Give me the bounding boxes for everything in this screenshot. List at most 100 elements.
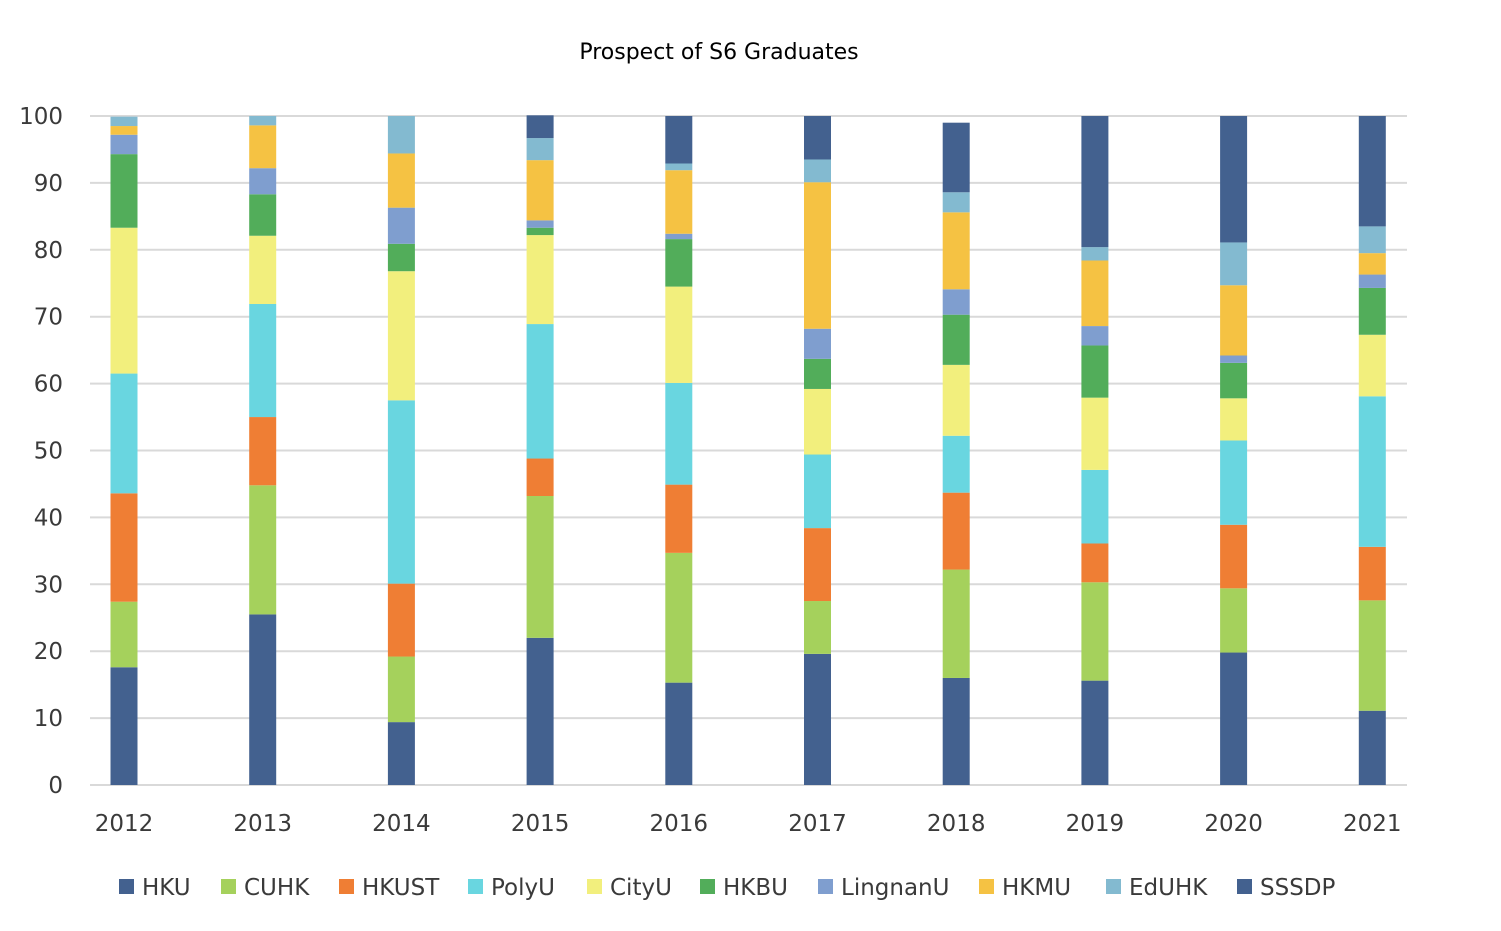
bar-segment-cityu-2014 bbox=[387, 271, 415, 401]
legend-label-cuhk: CUHK bbox=[244, 875, 310, 901]
bar-segment-lingnanu-2013 bbox=[249, 168, 277, 195]
bar-segment-hku-2018 bbox=[942, 677, 970, 785]
bar-segment-cuhk-2019 bbox=[1081, 582, 1109, 681]
legend-swatch-lingnanu bbox=[818, 879, 833, 894]
bar-segment-sssdp-2020 bbox=[1220, 116, 1248, 243]
y-tick-label: 50 bbox=[34, 439, 63, 465]
bar-segment-cuhk-2015 bbox=[526, 495, 554, 638]
bar-segment-cityu-2015 bbox=[526, 235, 554, 325]
y-tick-label: 40 bbox=[34, 505, 63, 531]
bar-segment-polyu-2018 bbox=[942, 435, 970, 493]
bar-segment-polyu-2015 bbox=[526, 324, 554, 459]
legend-swatch-hkbu bbox=[700, 879, 715, 894]
legend-label-eduhk: EdUHK bbox=[1129, 875, 1208, 901]
bar-segment-hkbu-2016 bbox=[665, 239, 693, 287]
bar-segment-hku-2012 bbox=[110, 667, 138, 785]
bar-segment-cuhk-2017 bbox=[804, 601, 831, 654]
bar-segment-cuhk-2012 bbox=[110, 601, 138, 668]
bar-segment-cuhk-2018 bbox=[942, 569, 970, 678]
bar-segment-cityu-2021 bbox=[1358, 334, 1386, 397]
bar-segment-lingnanu-2017 bbox=[804, 328, 831, 359]
bar-segment-hkmu-2015 bbox=[526, 160, 554, 221]
bar-segment-lingnanu-2014 bbox=[387, 207, 415, 244]
bar-segment-hkust-2015 bbox=[526, 458, 554, 496]
bar-segment-lingnanu-2016 bbox=[665, 233, 693, 240]
y-tick-label: 30 bbox=[34, 572, 63, 598]
y-tick-label: 100 bbox=[19, 104, 63, 130]
x-tick-label: 2012 bbox=[95, 811, 154, 837]
bar-segment-lingnanu-2012 bbox=[110, 134, 138, 155]
x-tick-label: 2015 bbox=[511, 811, 570, 837]
y-axis-tick-labels: 0 10 20 30 40 50 60 70 80 90 100 bbox=[19, 104, 63, 799]
bar-segment-hku-2017 bbox=[804, 653, 831, 785]
bar-segment-hkmu-2012 bbox=[110, 126, 138, 135]
bar-segment-polyu-2021 bbox=[1358, 396, 1386, 547]
bar-segment-hkbu-2013 bbox=[249, 194, 277, 236]
bar-segment-cuhk-2021 bbox=[1358, 600, 1386, 711]
legend-label-lingnanu: LingnanU bbox=[841, 875, 949, 901]
bar-segment-cuhk-2016 bbox=[665, 552, 693, 683]
y-tick-label: 0 bbox=[48, 773, 63, 799]
bar-segment-hkust-2017 bbox=[804, 528, 831, 602]
bar-segment-lingnanu-2019 bbox=[1081, 326, 1109, 346]
legend-label-hkmu: HKMU bbox=[1002, 875, 1071, 901]
bar-segment-hku-2013 bbox=[249, 614, 277, 785]
y-tick-label: 80 bbox=[34, 238, 63, 264]
bar-segment-hkmu-2013 bbox=[249, 125, 277, 169]
legend-swatch-sssdp bbox=[1237, 879, 1252, 894]
bar-segment-lingnanu-2021 bbox=[1358, 274, 1386, 288]
bar-segment-hkbu-2020 bbox=[1220, 362, 1248, 399]
bar-segment-sssdp-2015 bbox=[526, 115, 554, 139]
bars bbox=[110, 115, 1386, 785]
bar-segment-hkmu-2019 bbox=[1081, 260, 1109, 327]
bar-segment-hkust-2020 bbox=[1220, 524, 1248, 589]
x-axis-tick-labels: 2012 2013 2014 2015 2016 2017 2018 2019 2020 2021 bbox=[95, 811, 1402, 837]
bar-segment-hkbu-2019 bbox=[1081, 345, 1109, 398]
bar-segment-cityu-2013 bbox=[249, 235, 277, 304]
bar-segment-sssdp-2019 bbox=[1081, 116, 1109, 248]
legend-label-hku: HKU bbox=[142, 875, 191, 901]
bar-segment-hkmu-2014 bbox=[387, 153, 415, 208]
x-tick-label: 2013 bbox=[233, 811, 292, 837]
bar-segment-polyu-2012 bbox=[110, 373, 138, 494]
bar-segment-sssdp-2021 bbox=[1358, 116, 1386, 227]
bar-segment-cityu-2019 bbox=[1081, 397, 1109, 470]
bar-segment-sssdp-2017 bbox=[804, 116, 831, 160]
bar-segment-cityu-2017 bbox=[804, 388, 831, 455]
gridlines bbox=[90, 115, 1407, 786]
bar-segment-hkust-2021 bbox=[1358, 546, 1386, 601]
bar-segment-hkust-2012 bbox=[110, 493, 138, 602]
bar-segment-hkbu-2012 bbox=[110, 154, 138, 228]
bar-segment-eduhk-2013 bbox=[249, 116, 277, 126]
bar-segment-lingnanu-2015 bbox=[526, 220, 554, 228]
bar-segment-hkust-2013 bbox=[249, 417, 277, 486]
bar-segment-hkbu-2014 bbox=[387, 243, 415, 272]
legend-swatch-eduhk bbox=[1106, 879, 1121, 894]
bar-segment-hku-2019 bbox=[1081, 680, 1109, 785]
x-tick-label: 2016 bbox=[650, 811, 709, 837]
bar-segment-cityu-2020 bbox=[1220, 398, 1248, 441]
bar-segment-eduhk-2020 bbox=[1220, 242, 1248, 286]
legend: HKU CUHK HKUST PolyU CityU HKBU LingnanU HKMU Ed… bbox=[119, 875, 1336, 901]
bar-segment-hkust-2016 bbox=[665, 484, 693, 553]
bar-segment-sssdp-2018 bbox=[942, 122, 970, 193]
legend-swatch-hkmu bbox=[979, 879, 994, 894]
bar-segment-eduhk-2014 bbox=[387, 116, 415, 154]
bar-segment-cityu-2018 bbox=[942, 364, 970, 436]
bar-segment-lingnanu-2020 bbox=[1220, 355, 1248, 363]
bar-segment-polyu-2013 bbox=[249, 303, 277, 418]
bar-segment-cuhk-2020 bbox=[1220, 588, 1248, 653]
legend-swatch-cityu bbox=[587, 879, 602, 894]
bar-segment-hku-2020 bbox=[1220, 652, 1248, 785]
x-tick-label: 2014 bbox=[372, 811, 431, 837]
y-tick-label: 20 bbox=[34, 639, 63, 665]
x-tick-label: 2018 bbox=[927, 811, 986, 837]
bar-segment-polyu-2017 bbox=[804, 454, 831, 529]
bar-segment-eduhk-2016 bbox=[665, 163, 693, 171]
bar-segment-sssdp-2016 bbox=[665, 116, 693, 164]
bar-segment-eduhk-2021 bbox=[1358, 226, 1386, 254]
bar-segment-hkust-2018 bbox=[942, 492, 970, 570]
chart-title: Prospect of S6 Graduates bbox=[579, 40, 858, 65]
y-tick-label: 10 bbox=[34, 706, 63, 732]
